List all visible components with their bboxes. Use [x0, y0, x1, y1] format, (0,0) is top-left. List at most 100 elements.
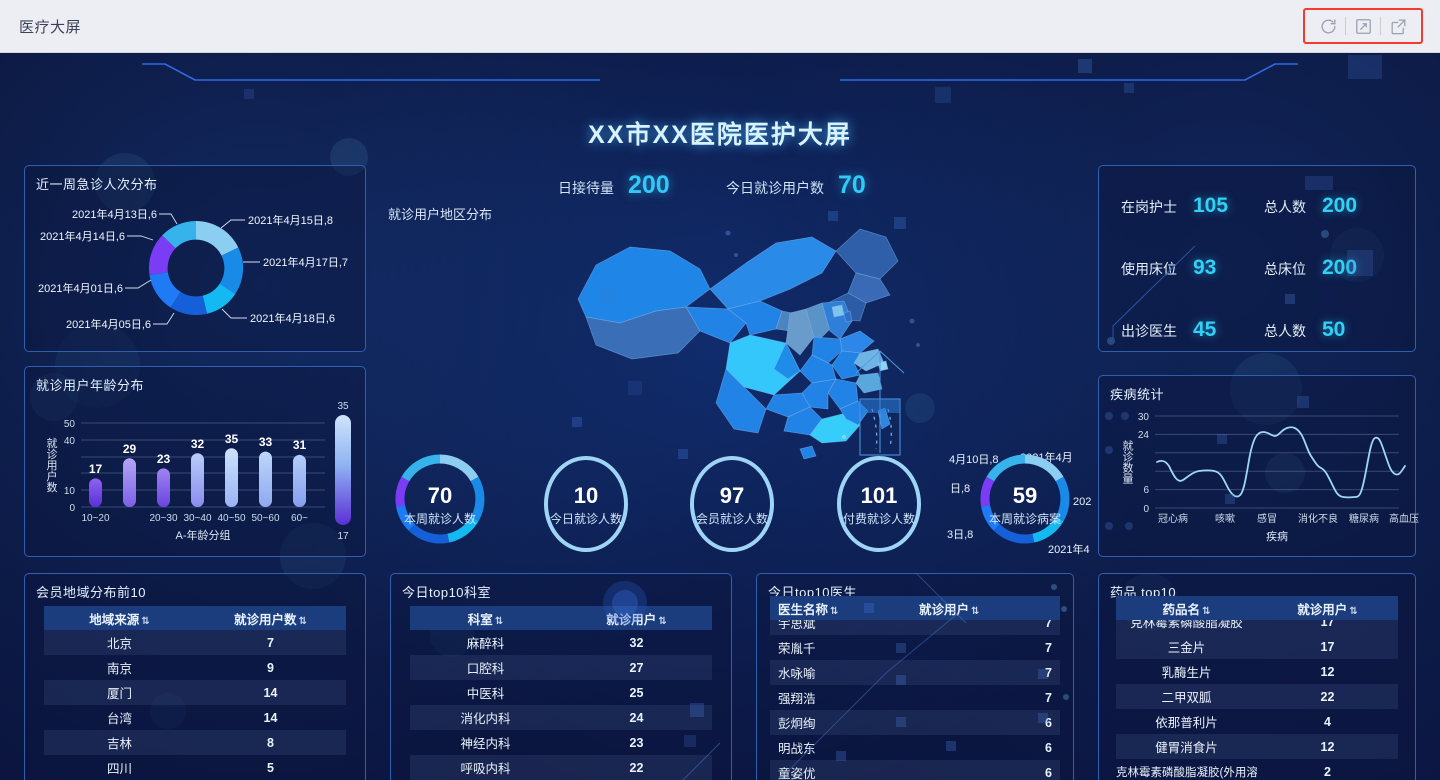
gauge-week-visits[interactable]: 70 本周就诊人数 [394, 453, 486, 558]
cell-drug: 三金片 [1116, 634, 1257, 659]
table-row[interactable]: 彭炯绚 6 [770, 710, 1060, 735]
drug-table-header: 药品名 ⇅ 就诊用户 ⇅ [1116, 596, 1398, 620]
gauge-today-visits[interactable]: 10 今日就诊人数 [540, 453, 632, 558]
table-row[interactable]: 神经内科 23 [410, 730, 712, 755]
table-header-row: 地域来源 ⇅ 就诊用户数 ⇅ [44, 606, 346, 630]
table-row[interactable]: 口腔科 27 [410, 655, 712, 680]
cell-drug: 依那普利片 [1155, 716, 1218, 730]
svg-text:23: 23 [157, 452, 171, 466]
col-visit-users[interactable]: 就诊用户⇅ [1297, 602, 1358, 617]
kpi-value: 200 [628, 171, 670, 199]
panel-age-bar: 就诊用户年龄分布 [24, 366, 366, 557]
cell-drug: 健胃消食片 [1116, 734, 1257, 759]
age-bar-chart[interactable]: 50 40 10 0 就诊用户数 17 29 23 32 35 33 3 [25, 387, 367, 557]
table-row[interactable]: 北京 7 [44, 630, 346, 655]
panel-drug-table: 药品 top10 克林霉素磷酸脂凝胶 17 三金片 17 乳酶生片 12 二甲双胍 22… [1098, 573, 1416, 780]
cell-count: 12 [1257, 734, 1398, 759]
table-row[interactable]: 二甲双胍 22 [1116, 684, 1398, 709]
table-row[interactable]: 南京 9 [44, 655, 346, 680]
cell-count: 23 [629, 735, 644, 750]
table-row[interactable]: 宇思斌 7 [770, 620, 1060, 635]
cell-region: 台湾 [106, 712, 132, 726]
fullscreen-icon[interactable] [1346, 13, 1380, 39]
table-row[interactable]: 依那普利片 4 [1116, 709, 1398, 734]
cell-doctor: 宇思斌 [770, 620, 915, 635]
stat-doctors-total: 总人数 50 [1264, 318, 1345, 342]
col-department[interactable]: 科室 ⇅ [410, 606, 561, 630]
gauge-ring [980, 454, 1070, 544]
stat-beds-used: 使用床位 93 [1121, 256, 1216, 280]
col-region-source[interactable]: 地域来源 ⇅ [44, 606, 195, 630]
gauge-value: 70 [427, 483, 453, 508]
doctor-table-scroll[interactable]: 宇思斌 7 荣胤千 7 水咏喻 7 强翔浩 7 彭炯绚 6 明战东 6 童姿优 6 [770, 620, 1060, 780]
cell-doctor: 水咏喻 [770, 660, 915, 685]
page-title: 医疗大屏 [19, 18, 82, 36]
disease-decor [1105, 396, 1309, 530]
gauge-paid-visits[interactable]: 101 付费就诊人数 [833, 453, 925, 558]
stat-value: 45 [1193, 318, 1217, 341]
table-row[interactable]: 克林霉素磷酸脂凝胶(外用溶液) 2 [1116, 759, 1398, 780]
doctor-table: 宇思斌 7 荣胤千 7 水咏喻 7 强翔浩 7 彭炯绚 6 明战东 6 童姿优 6 [770, 620, 1060, 780]
table-row[interactable]: 消化内科 24 [410, 705, 712, 730]
refresh-icon[interactable] [1311, 13, 1345, 39]
svg-text:0: 0 [69, 503, 75, 514]
table-row[interactable]: 三金片 17 [1116, 634, 1398, 659]
gauge-ring [690, 456, 774, 552]
emergency-donut-chart[interactable]: 2021年4月15日,8 2021年4月17日,7 2021年4月18日,6 2… [25, 184, 367, 352]
table-row[interactable]: 水咏喻 7 [770, 660, 1060, 685]
stats-decor [1107, 176, 1373, 345]
table-row[interactable]: 中医科 25 [410, 680, 712, 705]
drug-table-scroll[interactable]: 克林霉素磷酸脂凝胶 17 三金片 17 乳酶生片 12 二甲双胍 22 依那普利片 4 健… [1116, 620, 1398, 780]
table-row[interactable]: 吉林 8 [44, 730, 346, 755]
table-row[interactable]: 乳酶生片 12 [1116, 659, 1398, 684]
xtick: 高血压 [1389, 512, 1419, 525]
cell-drug: 二甲双胍 [1116, 684, 1257, 709]
gauge-caption: 今日就诊人数 [549, 512, 622, 526]
china-map-chart[interactable] [560, 203, 940, 463]
col-visit-users[interactable]: 就诊用户⇅ [561, 606, 712, 630]
col-drug-name[interactable]: 药品名 ⇅ [1162, 602, 1211, 617]
xtick: 糖尿病 [1349, 512, 1379, 525]
donut-label: 2021年4月18日,6 [250, 311, 335, 325]
svg-text:就诊用户数: 就诊用户数 [45, 436, 58, 493]
disease-line-chart[interactable]: 30 24 6 0 就诊数量 冠心病 咳嗽 感冒 消化不良 糖尿病 高血压 疾病 [1099, 398, 1419, 556]
gauge-caption: 会员就诊人数 [695, 512, 768, 526]
share-icon[interactable] [1381, 13, 1415, 39]
table-row[interactable]: 荣胤千 7 [770, 635, 1060, 660]
table-row[interactable]: 四川 5 [44, 755, 346, 780]
table-row[interactable]: 呼吸内科 22 [410, 755, 712, 780]
table-row[interactable]: 童姿优 6 [770, 760, 1060, 780]
cell-count: 27 [561, 655, 712, 680]
donut-label: 2021年4月05日,6 [66, 317, 151, 331]
donut-label: 2021年4月17日,7 [263, 255, 348, 269]
cell-department: 消化内科 [410, 705, 561, 730]
table-row[interactable]: 麻醉科 32 [410, 630, 712, 655]
gauge-ring [837, 456, 921, 552]
panel-title: 疾病统计 [1110, 387, 1165, 402]
table-row[interactable]: 克林霉素磷酸脂凝胶 17 [1116, 620, 1398, 634]
cell-department: 口腔科 [410, 655, 561, 680]
table-row[interactable]: 强翔浩 7 [770, 685, 1060, 710]
svg-text:50~60: 50~60 [251, 513, 280, 524]
stats-grid: 在岗护士 105 总人数 200 使用床位 93 总床位 200 出诊医生 45… [1099, 166, 1415, 351]
kpi-row: 日接待量 200 今日就诊用户数 70 [540, 171, 940, 201]
col-visit-users[interactable]: 就诊用户数 ⇅ [195, 606, 346, 630]
stat-nurses-on-duty: 在岗护士 105 [1121, 194, 1228, 218]
gauge-week-cases[interactable]: 59 本周就诊病案 [979, 453, 1071, 558]
stat-value: 50 [1322, 318, 1346, 341]
gauge-member-visits[interactable]: 97 会员就诊人数 [686, 453, 778, 558]
col-doctor-name[interactable]: 医生名称 ⇅ [778, 602, 839, 617]
region-table-scroll[interactable]: 地域来源 ⇅ 就诊用户数 ⇅ 北京 7 南京 9 厦门 14 台湾 14 吉林 8 四川 5 [44, 606, 346, 780]
table-row[interactable]: 台湾 14 [44, 705, 346, 730]
app-topbar: 医疗大屏 [0, 0, 1440, 53]
cell-count: 8 [195, 730, 346, 755]
cell-region: 厦门 [44, 680, 195, 705]
table-row[interactable]: 厦门 14 [44, 680, 346, 705]
table-row[interactable]: 健胃消食片 12 [1116, 734, 1398, 759]
gauge-value: 59 [1012, 483, 1038, 508]
stat-label: 使用床位 [1121, 261, 1177, 277]
svg-text:24: 24 [1138, 430, 1150, 441]
gauge5-overlap-label: 3日,8 [947, 529, 974, 541]
